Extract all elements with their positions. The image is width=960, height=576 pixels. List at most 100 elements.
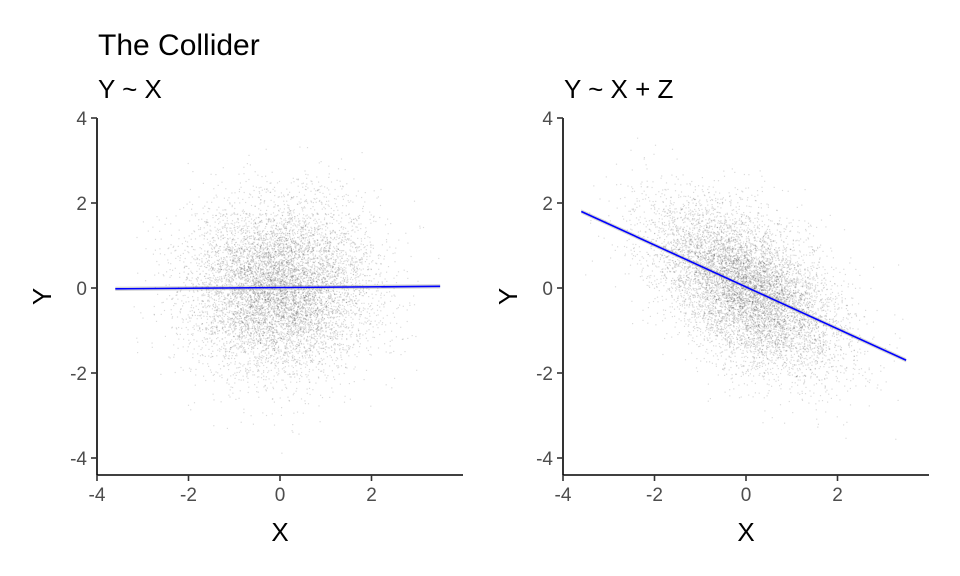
data-point — [211, 326, 213, 328]
data-point — [275, 252, 277, 254]
data-point — [212, 374, 214, 376]
data-point — [251, 261, 253, 263]
data-point — [202, 282, 204, 284]
data-point — [208, 324, 210, 326]
data-point — [226, 298, 228, 300]
data-point — [202, 282, 204, 284]
data-point — [259, 265, 261, 267]
data-point — [269, 260, 271, 263]
data-point — [263, 251, 265, 253]
data-point — [264, 277, 266, 279]
data-point — [380, 272, 382, 274]
data-point — [315, 323, 317, 325]
data-point — [284, 346, 286, 348]
data-point — [277, 313, 279, 315]
data-point — [254, 299, 256, 301]
data-point — [341, 333, 344, 335]
data-point — [231, 251, 233, 253]
data-point — [325, 346, 327, 348]
data-point — [230, 341, 232, 343]
data-point — [321, 282, 323, 284]
data-point — [243, 269, 245, 271]
data-point — [309, 244, 312, 246]
data-point — [269, 243, 271, 245]
data-point — [348, 301, 350, 303]
data-point — [281, 260, 284, 262]
data-point — [316, 332, 318, 334]
data-point — [301, 314, 303, 316]
data-point — [172, 297, 174, 299]
data-point — [299, 297, 302, 299]
data-point — [271, 307, 273, 309]
data-point — [301, 264, 303, 266]
data-point — [311, 328, 314, 331]
data-point — [235, 250, 238, 253]
data-point — [316, 297, 318, 299]
data-point — [218, 308, 220, 310]
data-point — [257, 291, 259, 293]
data-point — [422, 226, 425, 229]
data-point — [303, 206, 305, 208]
data-point — [251, 339, 253, 341]
data-point — [183, 338, 185, 340]
data-point — [364, 308, 366, 310]
data-point — [262, 258, 264, 260]
data-point — [341, 212, 343, 214]
data-point — [315, 308, 317, 310]
data-point — [290, 238, 292, 240]
data-point — [248, 316, 250, 318]
data-point — [241, 309, 243, 311]
data-point — [350, 294, 352, 296]
data-point — [283, 274, 286, 276]
data-point — [253, 302, 255, 304]
data-point — [352, 283, 354, 286]
data-point — [304, 238, 306, 240]
data-point — [257, 311, 259, 313]
data-point — [239, 182, 241, 184]
data-point — [319, 250, 321, 252]
data-point — [291, 220, 293, 222]
data-point — [331, 300, 333, 302]
data-point — [342, 299, 344, 301]
data-point — [296, 282, 299, 284]
data-point — [266, 354, 268, 356]
data-point — [296, 317, 298, 319]
data-point — [157, 293, 159, 295]
data-point — [345, 270, 347, 272]
data-point — [292, 360, 294, 362]
data-point — [257, 294, 259, 296]
data-point — [338, 310, 340, 312]
data-point — [341, 314, 343, 316]
data-point — [258, 293, 260, 295]
data-point — [299, 293, 301, 296]
data-point — [311, 183, 313, 185]
data-point — [255, 227, 257, 229]
data-point — [275, 255, 277, 257]
data-point — [194, 384, 196, 386]
data-point — [321, 326, 323, 329]
data-point — [307, 308, 309, 310]
data-point — [188, 235, 190, 237]
data-point — [175, 257, 177, 259]
data-point — [199, 273, 201, 275]
data-point — [295, 346, 298, 348]
data-point — [215, 215, 217, 217]
data-point — [284, 284, 287, 286]
data-point — [358, 280, 360, 282]
data-point — [235, 274, 237, 276]
data-point — [319, 333, 321, 335]
data-point — [341, 226, 343, 228]
data-point — [259, 213, 261, 215]
data-point — [350, 322, 352, 324]
data-point — [269, 191, 271, 193]
data-point — [329, 240, 331, 242]
data-point — [205, 284, 207, 286]
data-point — [278, 273, 280, 275]
data-point — [255, 317, 258, 319]
data-point — [338, 267, 340, 269]
data-point — [261, 304, 263, 307]
data-point — [245, 278, 247, 280]
data-point — [356, 339, 358, 341]
data-point — [240, 274, 242, 276]
data-point — [244, 266, 246, 268]
